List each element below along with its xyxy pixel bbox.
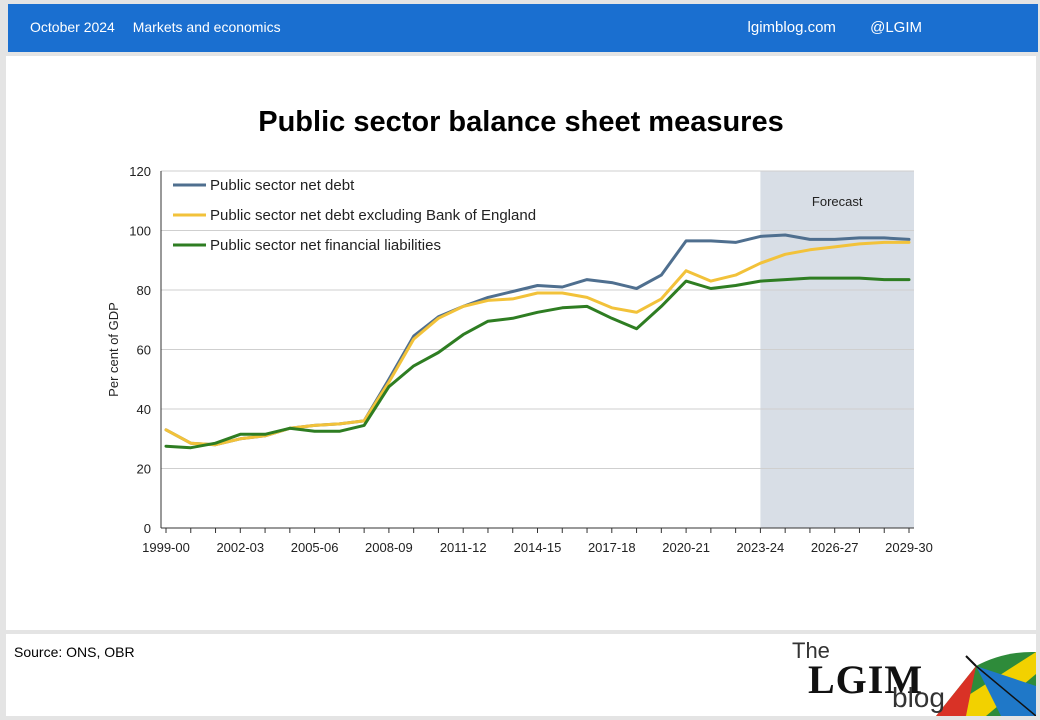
top-banner: October 2024 Markets and economics lgimb…	[8, 4, 1038, 52]
x-tick-label: 1999-00	[142, 540, 190, 555]
y-tick-label: 40	[137, 402, 151, 417]
legend-label-1: Public sector net debt	[210, 177, 355, 194]
chart-panel: Public sector balance sheet measures For…	[6, 56, 1036, 630]
legend-label-2: Public sector net debt excluding Bank of…	[210, 207, 536, 224]
banner-right: lgimblog.com @LGIM	[748, 19, 922, 36]
y-tick-label: 20	[137, 462, 151, 477]
lgim-blog-logo: The LGIM blog	[776, 634, 1036, 716]
y-tick-label: 120	[129, 164, 151, 179]
logo-blog-text: blog	[892, 682, 945, 713]
x-tick-label: 2011-12	[440, 540, 487, 555]
legend-label-3: Public sector net financial liabilities	[210, 237, 441, 254]
umbrella-icon	[936, 651, 1036, 716]
x-tick-label: 2008-09	[365, 540, 413, 555]
series-line-3	[164, 276, 911, 450]
x-tick-label: 2005-06	[291, 540, 339, 555]
line-chart: Forecast 0 20 40 60 80 100 120 1999-00 2002-03 200…	[106, 164, 933, 555]
forecast-label: Forecast	[812, 194, 863, 209]
chart-title: Public sector balance sheet measures	[258, 106, 784, 138]
banner-left: October 2024 Markets and economics	[30, 19, 281, 35]
logo-lgim-text: LGIM	[808, 657, 924, 702]
x-tick-label: 2017-18	[588, 540, 636, 555]
x-tick-label: 2029-30	[885, 540, 933, 555]
source-note: Source: ONS, OBR	[14, 644, 135, 660]
y-tick-label: 60	[137, 343, 151, 358]
y-tick-label: 0	[144, 521, 151, 536]
x-tick-label: 2023-24	[737, 540, 785, 555]
publish-date: October 2024	[30, 19, 115, 35]
category-link[interactable]: Markets and economics	[132, 19, 281, 35]
twitter-handle-link[interactable]: @LGIM	[870, 19, 922, 36]
site-link[interactable]: lgimblog.com	[747, 19, 836, 36]
x-tick-label: 2014-15	[514, 540, 562, 555]
y-tick-label: 80	[137, 283, 151, 298]
x-tick-label: 2002-03	[216, 540, 264, 555]
logo-the-text: The	[792, 638, 830, 663]
y-tick-label: 100	[129, 224, 151, 239]
footer: Source: ONS, OBR The LGIM blog	[6, 634, 1036, 716]
y-axis-label: Per cent of GDP	[106, 302, 121, 397]
x-tick-label: 2026-27	[811, 540, 859, 555]
x-tick-label: 2020-21	[662, 540, 710, 555]
